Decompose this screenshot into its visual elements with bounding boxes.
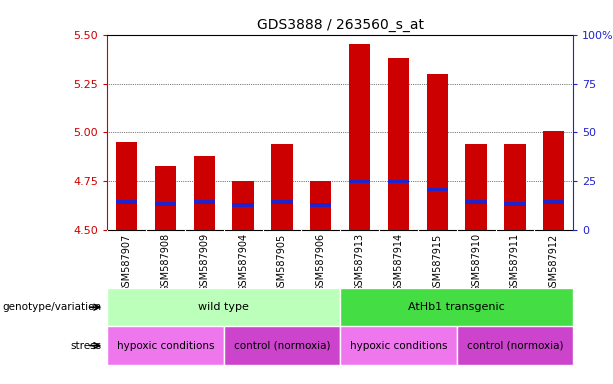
- Text: GSM587914: GSM587914: [394, 233, 403, 292]
- Text: GSM587915: GSM587915: [432, 233, 442, 293]
- Bar: [272, 200, 292, 204]
- Bar: [457, 326, 573, 365]
- Text: AtHb1 transgenic: AtHb1 transgenic: [408, 302, 505, 312]
- Text: GSM587907: GSM587907: [122, 233, 132, 293]
- Bar: [388, 180, 409, 184]
- Bar: [116, 142, 137, 230]
- Text: GSM587910: GSM587910: [471, 233, 481, 292]
- Text: hypoxic conditions: hypoxic conditions: [349, 341, 447, 351]
- Bar: [232, 182, 254, 230]
- Bar: [504, 144, 525, 230]
- Text: GSM587911: GSM587911: [510, 233, 520, 292]
- Text: stress: stress: [70, 341, 101, 351]
- Text: GSM587904: GSM587904: [238, 233, 248, 292]
- Bar: [310, 182, 332, 230]
- Text: genotype/variation: genotype/variation: [2, 302, 101, 312]
- Text: control (normoxia): control (normoxia): [466, 341, 563, 351]
- Text: GSM587905: GSM587905: [277, 233, 287, 293]
- Text: hypoxic conditions: hypoxic conditions: [116, 341, 215, 351]
- Bar: [272, 144, 292, 230]
- Bar: [427, 188, 448, 191]
- Text: GSM587913: GSM587913: [355, 233, 365, 292]
- Bar: [349, 45, 370, 230]
- Bar: [427, 74, 448, 230]
- Bar: [194, 200, 215, 204]
- Text: wild type: wild type: [199, 302, 249, 312]
- Bar: [340, 326, 457, 365]
- Bar: [465, 200, 487, 204]
- Bar: [107, 288, 340, 326]
- Bar: [232, 204, 254, 207]
- Text: GSM587906: GSM587906: [316, 233, 326, 292]
- Bar: [116, 200, 137, 204]
- Bar: [504, 202, 525, 206]
- Text: GSM587908: GSM587908: [161, 233, 170, 292]
- Bar: [340, 288, 573, 326]
- Bar: [155, 166, 176, 230]
- Bar: [155, 202, 176, 206]
- Bar: [543, 200, 565, 204]
- Text: control (normoxia): control (normoxia): [234, 341, 330, 351]
- Bar: [107, 326, 224, 365]
- Title: GDS3888 / 263560_s_at: GDS3888 / 263560_s_at: [257, 18, 424, 32]
- Bar: [310, 204, 332, 207]
- Bar: [194, 156, 215, 230]
- Bar: [388, 58, 409, 230]
- Bar: [543, 131, 565, 230]
- Text: GSM587909: GSM587909: [199, 233, 209, 292]
- Text: GSM587912: GSM587912: [549, 233, 558, 293]
- Bar: [224, 326, 340, 365]
- Bar: [349, 180, 370, 184]
- Bar: [465, 144, 487, 230]
